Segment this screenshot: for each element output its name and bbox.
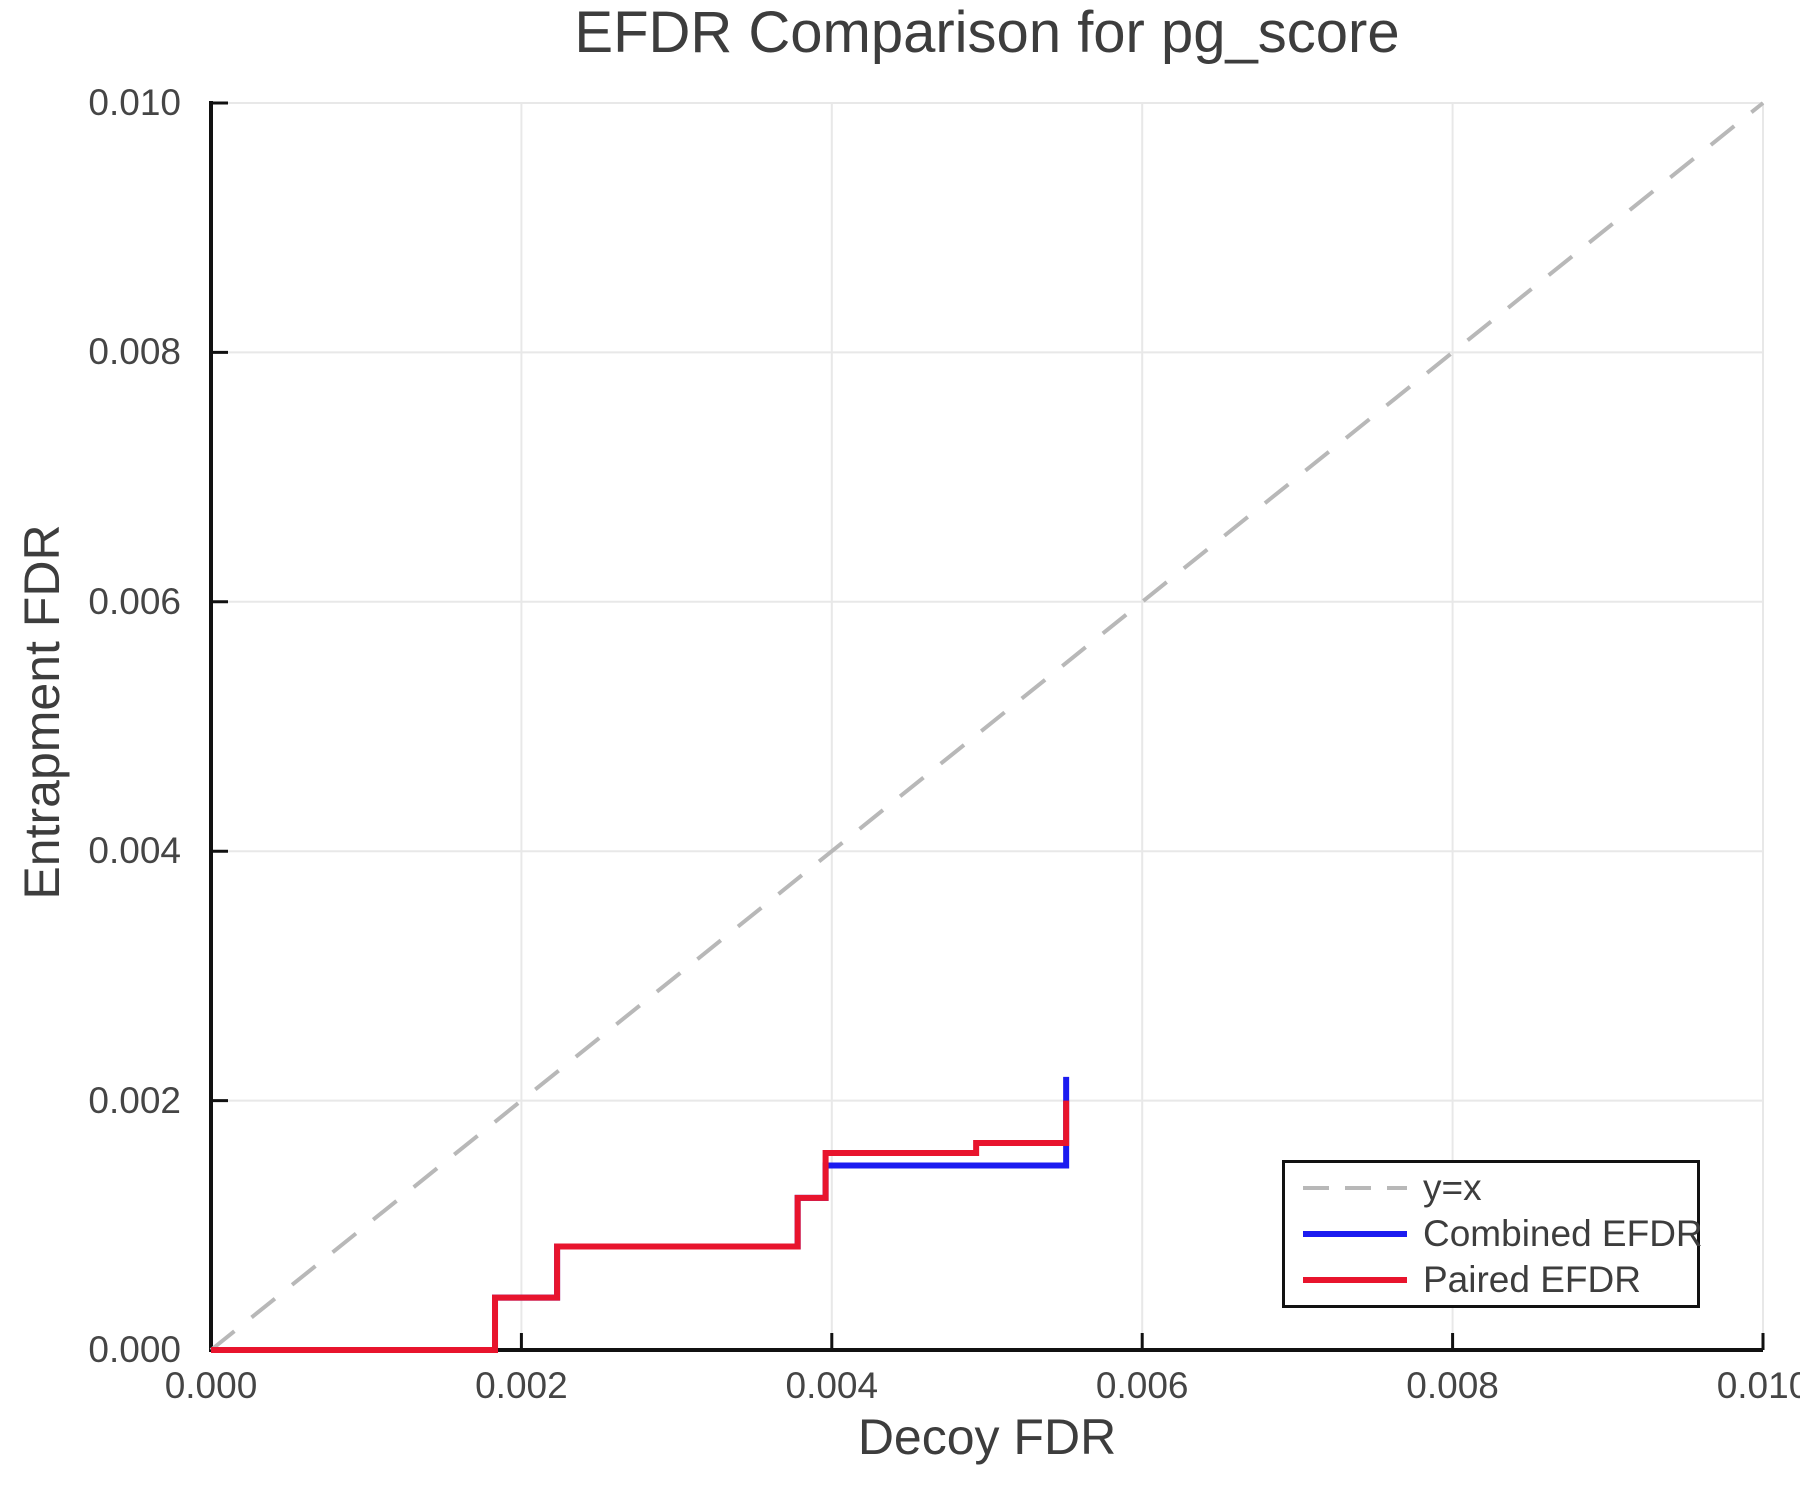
y-tick-label: 0.000 [88, 1329, 181, 1370]
series-combined-efdr [211, 1076, 1070, 1353]
legend-label: Combined EFDR [1423, 1213, 1703, 1254]
chart-title: EFDR Comparison for pg_score [574, 0, 1400, 65]
y-tick-label: 0.006 [88, 580, 181, 622]
legend-item-paired-efdr: Paired EFDR [1299, 1257, 1697, 1303]
legend-label: y=x [1423, 1167, 1482, 1208]
legend-item-combined-efdr: Combined EFDR [1299, 1211, 1703, 1257]
series-y-x [209, 101, 1765, 1352]
y-tick-label: 0.004 [88, 830, 181, 872]
x-tick-label: 0.010 [1716, 1365, 1800, 1406]
legend: y=x Combined EFDR Paired EFDR [1282, 1160, 1703, 1308]
x-tick-label: 0.002 [475, 1365, 568, 1406]
legend-label: Paired EFDR [1423, 1259, 1641, 1300]
x-tick-label: 0.000 [164, 1365, 258, 1406]
dashed-line-sample [1303, 1186, 1407, 1190]
y-tick-label: 0.008 [88, 331, 181, 373]
blue-line-sample [1303, 1231, 1407, 1237]
red-line-sample [1303, 1277, 1407, 1283]
x-tick-label: 0.006 [1095, 1365, 1189, 1406]
x-tick-label: 0.004 [785, 1365, 879, 1406]
y-tick-label: 0.010 [88, 82, 181, 123]
y-tick-label: 0.002 [88, 1079, 181, 1121]
series-paired-efdr [211, 1100, 1070, 1353]
x-tick-label: 0.008 [1406, 1365, 1499, 1406]
legend-item-yx: y=x [1299, 1165, 1697, 1211]
x-axis-label: Decoy FDR [857, 1409, 1117, 1465]
